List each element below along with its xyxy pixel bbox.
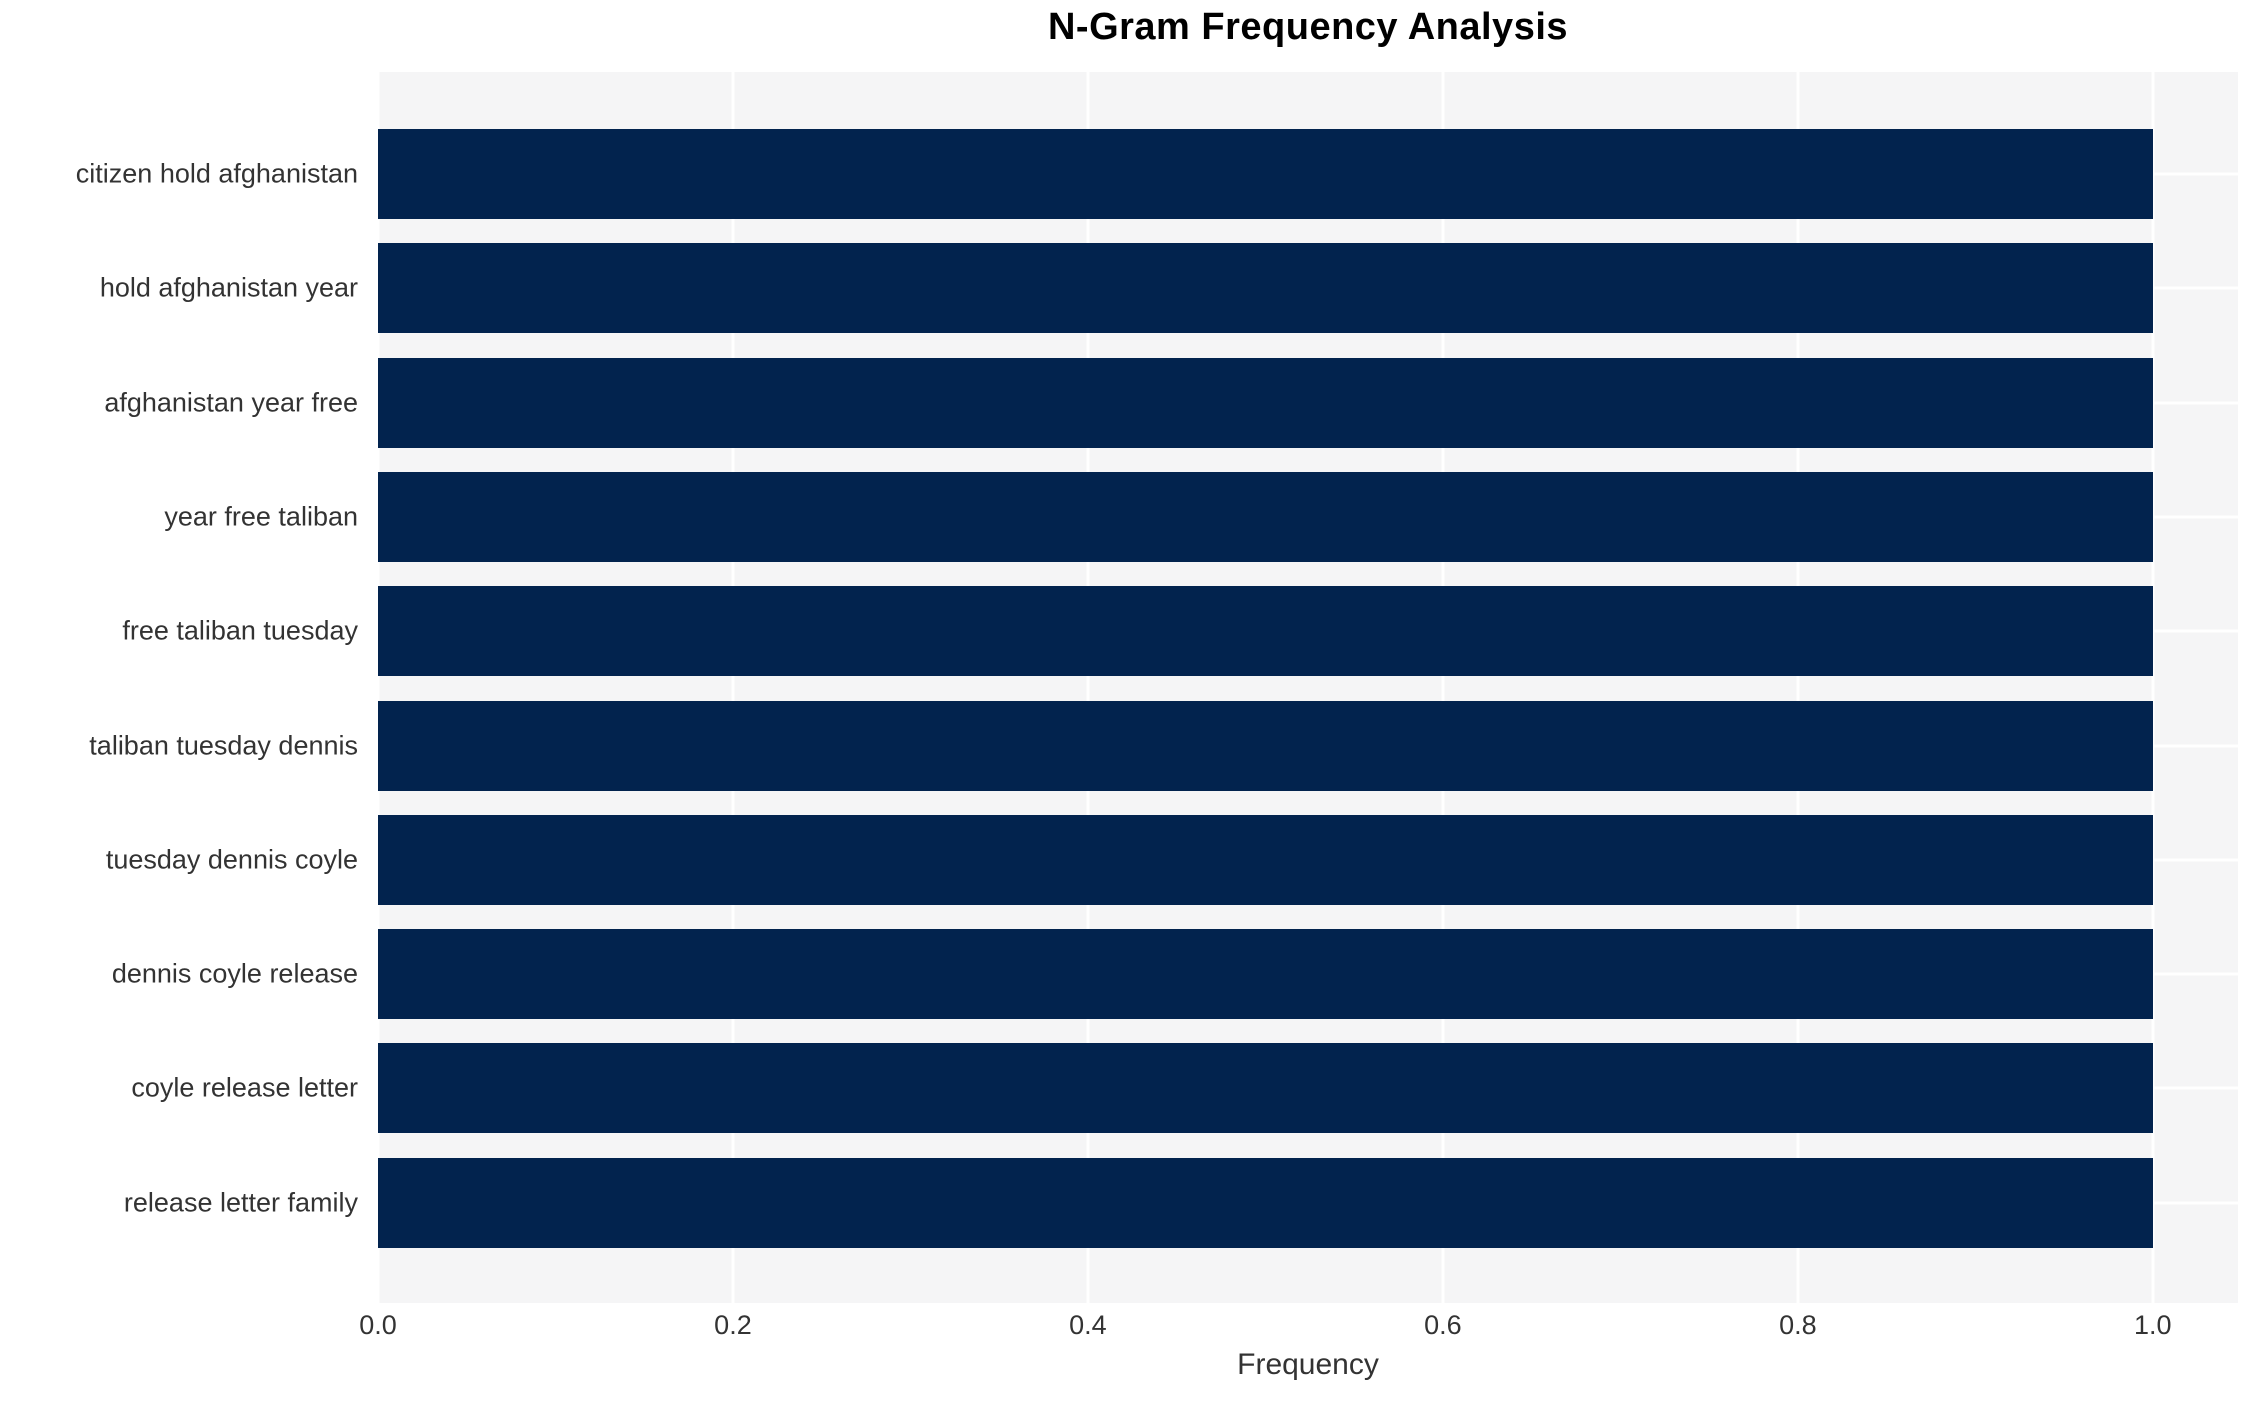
x-tick-label: 0.0 <box>359 1310 397 1340</box>
y-tick-label: taliban tuesday dennis <box>89 730 358 760</box>
x-gridline-0.0 <box>376 72 380 1303</box>
bar <box>378 243 2153 334</box>
bar <box>378 814 2153 905</box>
bar <box>378 929 2153 1020</box>
x-gridline-0.6 <box>1441 72 1445 1303</box>
bar <box>378 700 2153 791</box>
y-tick-label: release letter family <box>123 1187 358 1218</box>
bar <box>378 1043 2153 1134</box>
x-tick-label: 0.2 <box>714 1310 752 1340</box>
y-tick-label: citizen hold afghanistan <box>75 158 358 189</box>
x-tick-label: 0.8 <box>1779 1310 1817 1340</box>
bar <box>378 471 2153 562</box>
x-gridline-0.8 <box>1796 72 1800 1303</box>
y-tick-label: tuesday dennis coyle <box>105 844 358 875</box>
y-tick-label: year free taliban <box>164 501 358 532</box>
x-tick-label: 0.4 <box>1069 1310 1107 1340</box>
chart-title: N-Gram Frequency Analysis <box>1047 6 1569 48</box>
bar <box>378 586 2153 677</box>
y-tick-label: free taliban tuesday <box>122 615 358 646</box>
bar <box>378 129 2153 219</box>
x-gridline-0.4 <box>1086 72 1090 1303</box>
x-axis-title: Frequency <box>1237 1348 1379 1381</box>
y-tick-label: hold afghanistan year <box>99 272 358 303</box>
y-tick-label: coyle release letter <box>131 1072 358 1103</box>
plot-area <box>376 72 2238 1303</box>
y-tick-label: dennis coyle release <box>111 958 358 989</box>
x-gridline-0.2 <box>731 72 735 1303</box>
x-tick-label: 1.0 <box>2134 1310 2172 1340</box>
y-tick-label: afghanistan year free <box>104 387 358 418</box>
bar <box>378 357 2153 448</box>
bar <box>378 1157 2153 1248</box>
x-tick-label: 0.6 <box>1424 1310 1462 1340</box>
x-gridline-1.0 <box>2151 72 2155 1303</box>
